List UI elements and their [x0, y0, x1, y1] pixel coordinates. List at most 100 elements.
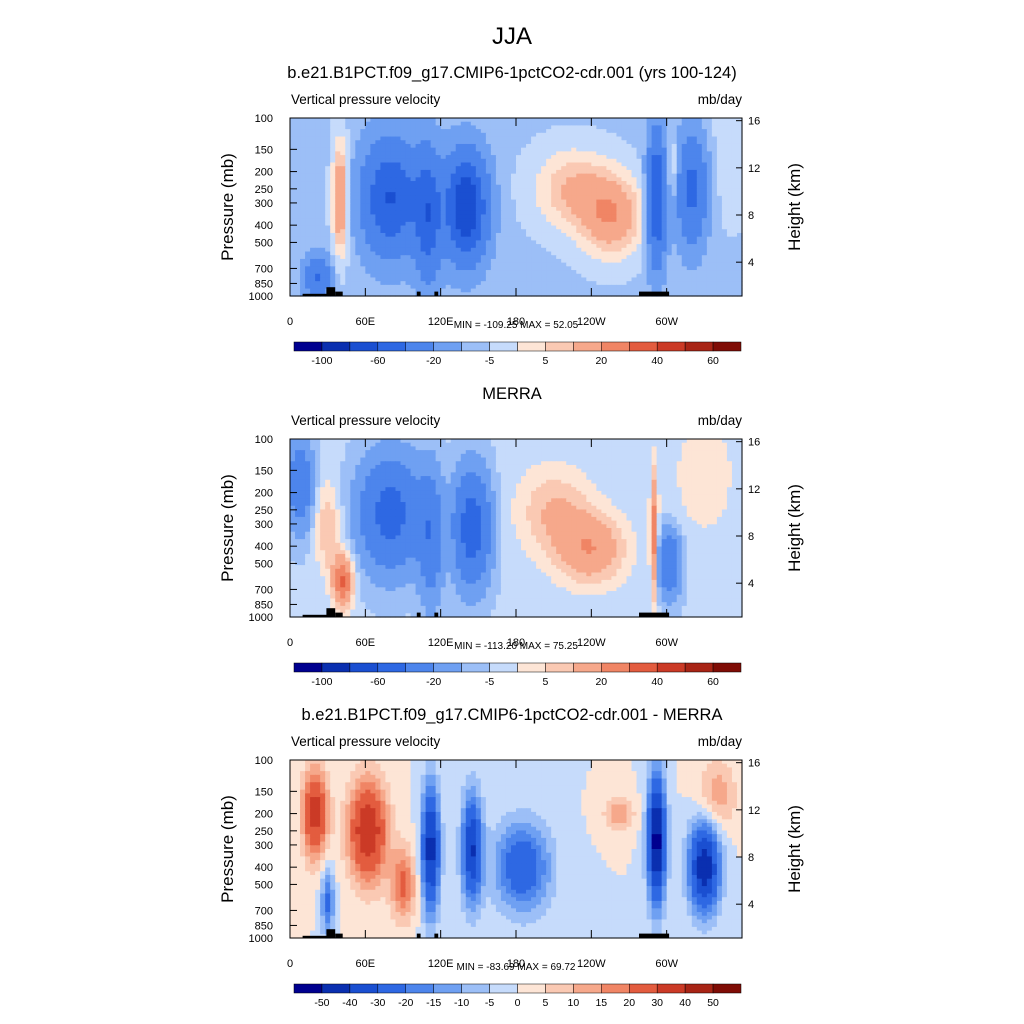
contour-cell [611, 229, 618, 234]
contour-cell [721, 151, 728, 156]
contour-cell [541, 255, 547, 260]
x-tick-label: 60W [655, 316, 678, 328]
contour-cell [551, 173, 557, 178]
contour-cell [546, 166, 552, 171]
contour-cell [556, 221, 562, 227]
contour-cell [521, 218, 527, 223]
contour-cell [375, 188, 381, 193]
contour-cell [410, 188, 417, 193]
contour-cell [330, 192, 336, 197]
contour-cell [465, 118, 472, 123]
contour-cell [721, 166, 728, 171]
contour-cell [470, 143, 477, 149]
contour-cell [606, 210, 613, 216]
contour-cell [676, 195, 683, 201]
contour-cell [596, 450, 602, 455]
contour-cell [490, 292, 497, 297]
contour-cell [415, 457, 422, 462]
contour-cell [405, 258, 412, 264]
contour-cell [410, 177, 417, 182]
contour-cell [485, 192, 492, 197]
colorbar-label: 60 [707, 355, 719, 367]
contour-cell [606, 132, 613, 138]
contour-cell [691, 132, 698, 138]
contour-cell [531, 450, 537, 455]
contour-cell [485, 453, 492, 459]
contour-cell [360, 218, 366, 223]
contour-cell [475, 236, 482, 241]
contour-cell [410, 199, 417, 204]
contour-cell [355, 277, 361, 282]
contour-cell [340, 229, 346, 234]
contour-cell [380, 192, 387, 197]
contour-cell [576, 136, 582, 141]
contour-cell [671, 450, 678, 455]
contour-cell [305, 266, 311, 271]
contour-cell [490, 225, 497, 230]
contour-cell [621, 140, 628, 145]
contour-cell [701, 121, 708, 127]
contour-cell [591, 181, 597, 186]
contour-cell [385, 258, 392, 264]
contour-cell [380, 214, 387, 219]
contour-cell [500, 232, 507, 238]
contour-cell [380, 284, 387, 290]
contour-cell [701, 232, 708, 238]
contour-cell [541, 277, 547, 282]
contour-cell [611, 121, 618, 127]
contour-cell [711, 236, 718, 241]
contour-cell [596, 277, 602, 282]
contour-cell [671, 181, 678, 186]
contour-cell [420, 177, 427, 182]
contour-cell [626, 125, 633, 130]
contour-cell [465, 236, 472, 241]
contour-cell [295, 247, 301, 253]
contour-cell [420, 221, 427, 227]
contour-cell [701, 158, 708, 164]
contour-cell [556, 136, 562, 141]
contour-cell [325, 244, 331, 249]
contour-cell [566, 162, 572, 167]
contour-cell [671, 236, 678, 241]
contour-cell [641, 121, 648, 127]
contour-cell [295, 232, 301, 238]
contour-cell [581, 258, 587, 264]
contour-cell [681, 281, 688, 286]
contour-cell [721, 143, 728, 149]
contour-cell [716, 125, 723, 130]
contour-cell [440, 442, 447, 448]
contour-cell [440, 158, 447, 164]
contour-cell [676, 121, 683, 127]
contour-cell [505, 166, 512, 171]
contour-cell [736, 251, 743, 256]
contour-cell [731, 281, 738, 286]
contour-cell [395, 136, 402, 141]
contour-cell [330, 121, 336, 127]
contour-cell [435, 151, 442, 156]
contour-cell [731, 125, 738, 130]
contour-cell [691, 162, 698, 167]
contour-cell [596, 221, 602, 227]
contour-cell [350, 229, 356, 234]
contour-cell [721, 188, 728, 193]
contour-cell [425, 457, 432, 462]
contour-cell [591, 132, 597, 138]
contour-cell [395, 214, 402, 219]
contour-cell [500, 166, 507, 171]
contour-cell [686, 169, 693, 175]
contour-cell [581, 214, 587, 219]
contour-cell [596, 162, 602, 167]
contour-cell [686, 442, 693, 448]
contour-cell [395, 266, 402, 271]
contour-cell [500, 442, 507, 448]
contour-cell [425, 129, 432, 134]
contour-cell [485, 292, 492, 297]
contour-cell [380, 121, 387, 127]
contour-cell [410, 184, 417, 190]
contour-cell [526, 442, 532, 448]
contour-cell [500, 169, 507, 175]
contour-cell [430, 270, 437, 275]
contour-cell [661, 442, 668, 448]
contour-cell [696, 207, 703, 212]
contour-cell [521, 162, 527, 167]
